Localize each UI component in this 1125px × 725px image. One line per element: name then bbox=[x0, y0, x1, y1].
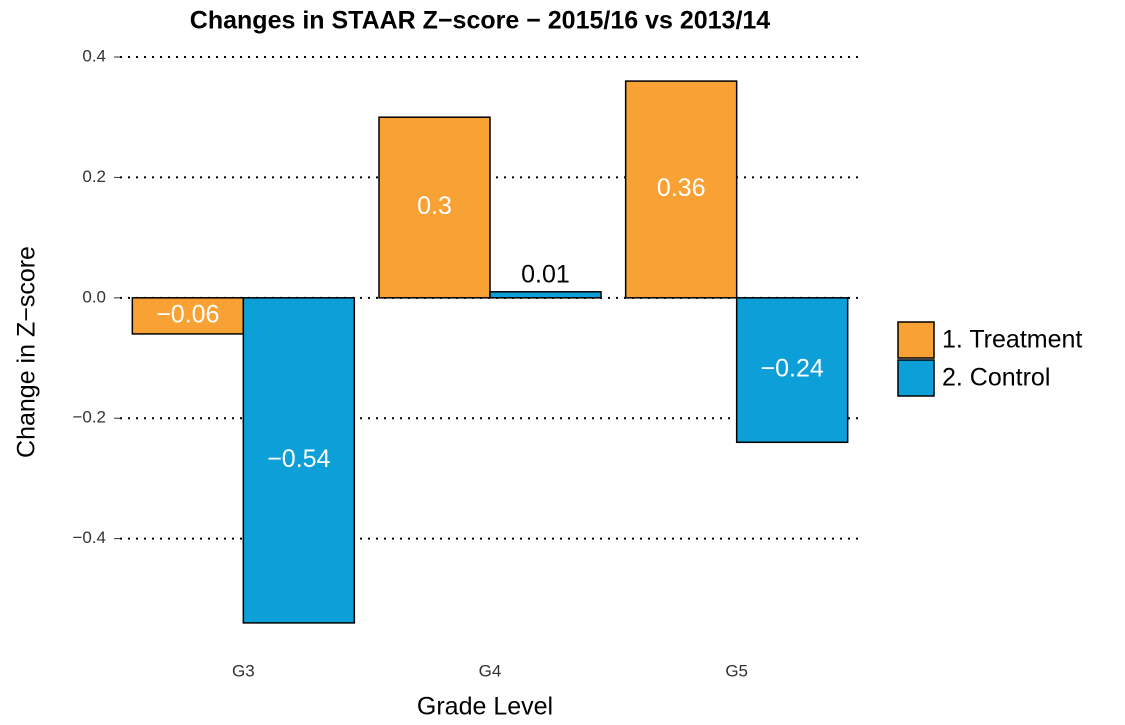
bar bbox=[489, 291, 602, 299]
y-tick-label: 0.0 bbox=[82, 287, 106, 306]
chart-title: Changes in STAAR Z−score − 2015/16 vs 20… bbox=[190, 7, 770, 35]
legend-label: 1. Treatment bbox=[942, 326, 1082, 354]
data-label: 0.01 bbox=[521, 260, 570, 288]
data-label: 0.36 bbox=[657, 174, 706, 202]
bar bbox=[242, 297, 356, 624]
legend-key bbox=[897, 359, 935, 397]
bar bbox=[735, 297, 849, 444]
bar bbox=[624, 80, 738, 299]
y-axis-title: Change in Z−score bbox=[13, 246, 41, 458]
bar bbox=[378, 116, 491, 299]
legend-key bbox=[897, 321, 935, 359]
x-tick-label: G5 bbox=[725, 661, 748, 680]
y-tick-label: −0.2 bbox=[72, 408, 106, 427]
x-tick-label: G3 bbox=[232, 661, 255, 680]
x-axis-title: Grade Level bbox=[417, 693, 553, 721]
data-label: 0.3 bbox=[417, 192, 452, 220]
x-tick-label: G4 bbox=[479, 661, 502, 680]
y-tick-label: −0.4 bbox=[72, 528, 106, 547]
legend-label: 2. Control bbox=[942, 364, 1050, 392]
data-label: −0.54 bbox=[267, 445, 330, 473]
data-label: −0.24 bbox=[761, 355, 824, 383]
bar bbox=[131, 297, 245, 335]
y-tick-label: 0.4 bbox=[82, 46, 106, 65]
y-tick-label: 0.2 bbox=[82, 167, 106, 186]
data-label: −0.06 bbox=[156, 300, 219, 328]
